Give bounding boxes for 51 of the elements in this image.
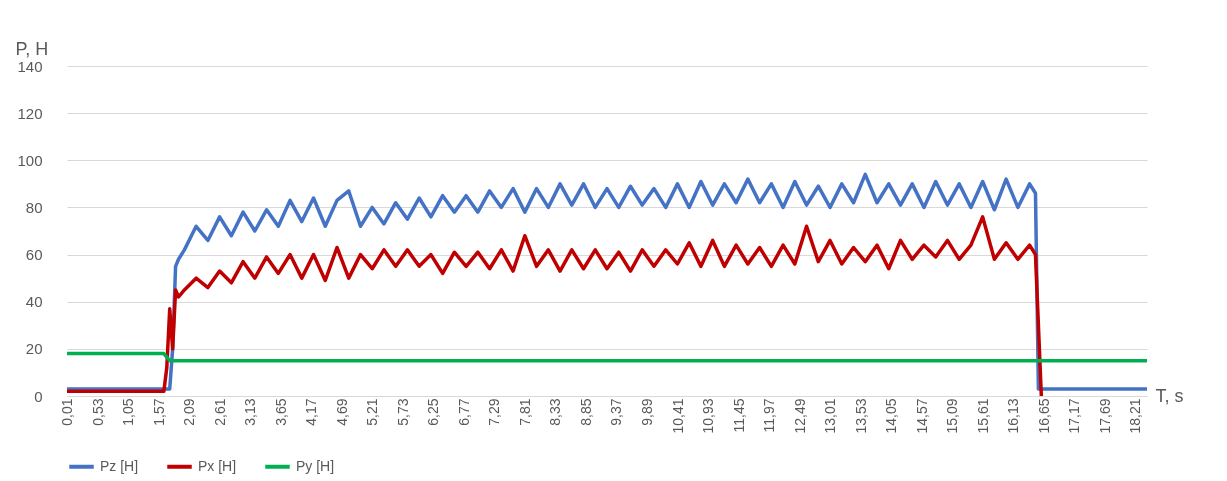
x-tick-label: 9,37	[608, 398, 625, 426]
x-tick-label: 11,45	[730, 398, 747, 433]
x-tick-label: 8,33	[547, 398, 564, 426]
x-tick-label: 2,61	[211, 398, 228, 426]
x-tick-label: 15,61	[974, 398, 991, 434]
y-tick-label: 20	[25, 340, 43, 358]
legend-label: Py [H]	[296, 457, 335, 474]
x-tick-label: 11,97	[761, 398, 778, 433]
x-tick-label: 16,65	[1035, 398, 1052, 434]
x-tick-label: 10,93	[700, 398, 717, 434]
x-tick-label: 13,01	[822, 398, 839, 434]
y-tick-label: 100	[17, 151, 43, 169]
x-tick-label: 2,09	[181, 398, 198, 426]
x-tick-label: 6,25	[425, 398, 442, 426]
y-tick-label: 0	[34, 387, 43, 405]
y-tick-label: 40	[25, 293, 43, 311]
y-tick-label: 120	[17, 104, 43, 122]
x-tick-label: 7,29	[486, 398, 503, 426]
y-tick-label: 80	[25, 198, 43, 216]
x-tick-label: 9,89	[639, 398, 655, 426]
x-tick-label: 6,77	[455, 398, 472, 426]
x-tick-label: 7,81	[516, 398, 533, 426]
x-tick-label: 13,53	[852, 398, 869, 434]
x-tick-label: 3,13	[242, 398, 259, 426]
x-tick-label: 18,21	[1127, 398, 1144, 434]
x-tick-label: 5,73	[394, 398, 411, 426]
x-tick-label: 15,09	[944, 398, 961, 434]
x-tick-label: 8,85	[577, 398, 594, 426]
legend-label: Pz [H]	[100, 457, 139, 474]
x-tick-label: 10,41	[669, 398, 686, 434]
x-tick-label: 1,05	[120, 398, 137, 426]
line-series	[65, 215, 1044, 398]
x-tick-label: 4,17	[303, 398, 320, 426]
x-axis-title: T, s	[1155, 385, 1184, 406]
x-tick-label: 16,13	[1005, 398, 1022, 434]
x-tick-label: 0,53	[89, 398, 106, 426]
x-tick-label: 5,21	[364, 398, 381, 426]
x-tick-label: 17,69	[1096, 398, 1113, 434]
line-series	[65, 172, 1149, 391]
legend-label: Px [H]	[198, 457, 237, 474]
x-tick-label: 1,57	[150, 398, 167, 426]
y-axis-title: P, H	[15, 38, 49, 59]
x-tick-label: 0,01	[59, 398, 76, 426]
x-tick-label: 14,05	[883, 398, 900, 434]
y-tick-label: 60	[25, 246, 43, 264]
x-tick-label: 12,49	[791, 398, 808, 434]
x-tick-label: 3,65	[272, 398, 289, 426]
y-tick-label: 140	[17, 57, 43, 75]
x-tick-label: 4,69	[333, 398, 350, 426]
x-tick-label: 17,17	[1066, 398, 1083, 434]
x-tick-label: 14,57	[913, 398, 930, 434]
